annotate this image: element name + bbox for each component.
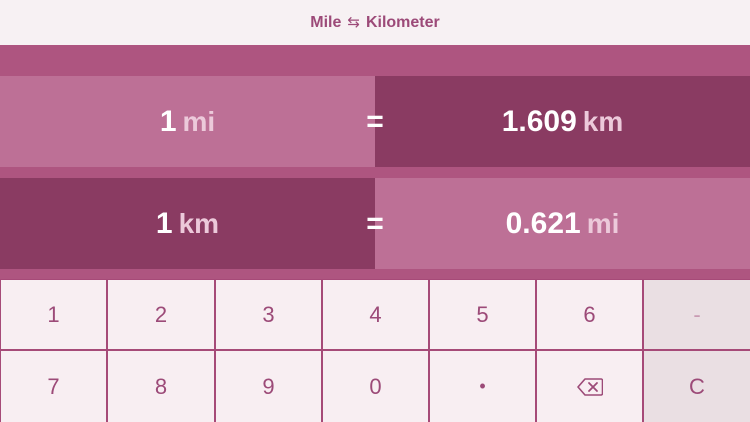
- input-value: 1: [159, 104, 177, 138]
- key-4[interactable]: 4: [323, 280, 428, 349]
- swap-icon[interactable]: ⇆: [347, 13, 360, 31]
- result-value: 0.621: [505, 206, 581, 240]
- clear-key[interactable]: C: [644, 351, 750, 422]
- title-to-unit: Kilometer: [365, 13, 440, 31]
- key-3[interactable]: 3: [216, 280, 321, 349]
- number-keypad: 1 2 3 4 5 6 - 7 8 9 0 • C: [0, 279, 750, 422]
- conversion-row-miles: 1 mi = 1.609 km: [0, 76, 750, 167]
- key-minus[interactable]: -: [644, 280, 750, 349]
- input-value: 1: [155, 206, 173, 240]
- title-from-unit: Mile: [310, 13, 342, 31]
- result-value: 1.609: [501, 104, 577, 138]
- key-9[interactable]: 9: [216, 351, 321, 422]
- input-field-kilometers[interactable]: 1 km: [0, 178, 375, 269]
- equals-sign: =: [366, 104, 384, 138]
- key-7[interactable]: 7: [1, 351, 106, 422]
- key-decimal-point[interactable]: •: [430, 351, 535, 422]
- result-unit: mi: [586, 207, 620, 239]
- backspace-key[interactable]: [537, 351, 642, 422]
- result-unit: km: [582, 105, 624, 137]
- input-field-miles[interactable]: 1 mi: [0, 76, 375, 167]
- result-field-miles: 0.621 mi: [375, 178, 750, 269]
- title-bar: Mile ⇆ Kilometer: [0, 0, 750, 45]
- result-field-kilometers: 1.609 km: [375, 76, 750, 167]
- conversion-row-kilometers: 1 km = 0.621 mi: [0, 178, 750, 269]
- key-8[interactable]: 8: [108, 351, 214, 422]
- input-unit: km: [178, 207, 220, 239]
- backspace-icon: [576, 377, 603, 396]
- key-5[interactable]: 5: [430, 280, 535, 349]
- key-2[interactable]: 2: [108, 280, 214, 349]
- equals-sign: =: [366, 206, 384, 240]
- key-6[interactable]: 6: [537, 280, 642, 349]
- input-unit: mi: [182, 105, 216, 137]
- key-1[interactable]: 1: [1, 280, 106, 349]
- key-0[interactable]: 0: [323, 351, 428, 422]
